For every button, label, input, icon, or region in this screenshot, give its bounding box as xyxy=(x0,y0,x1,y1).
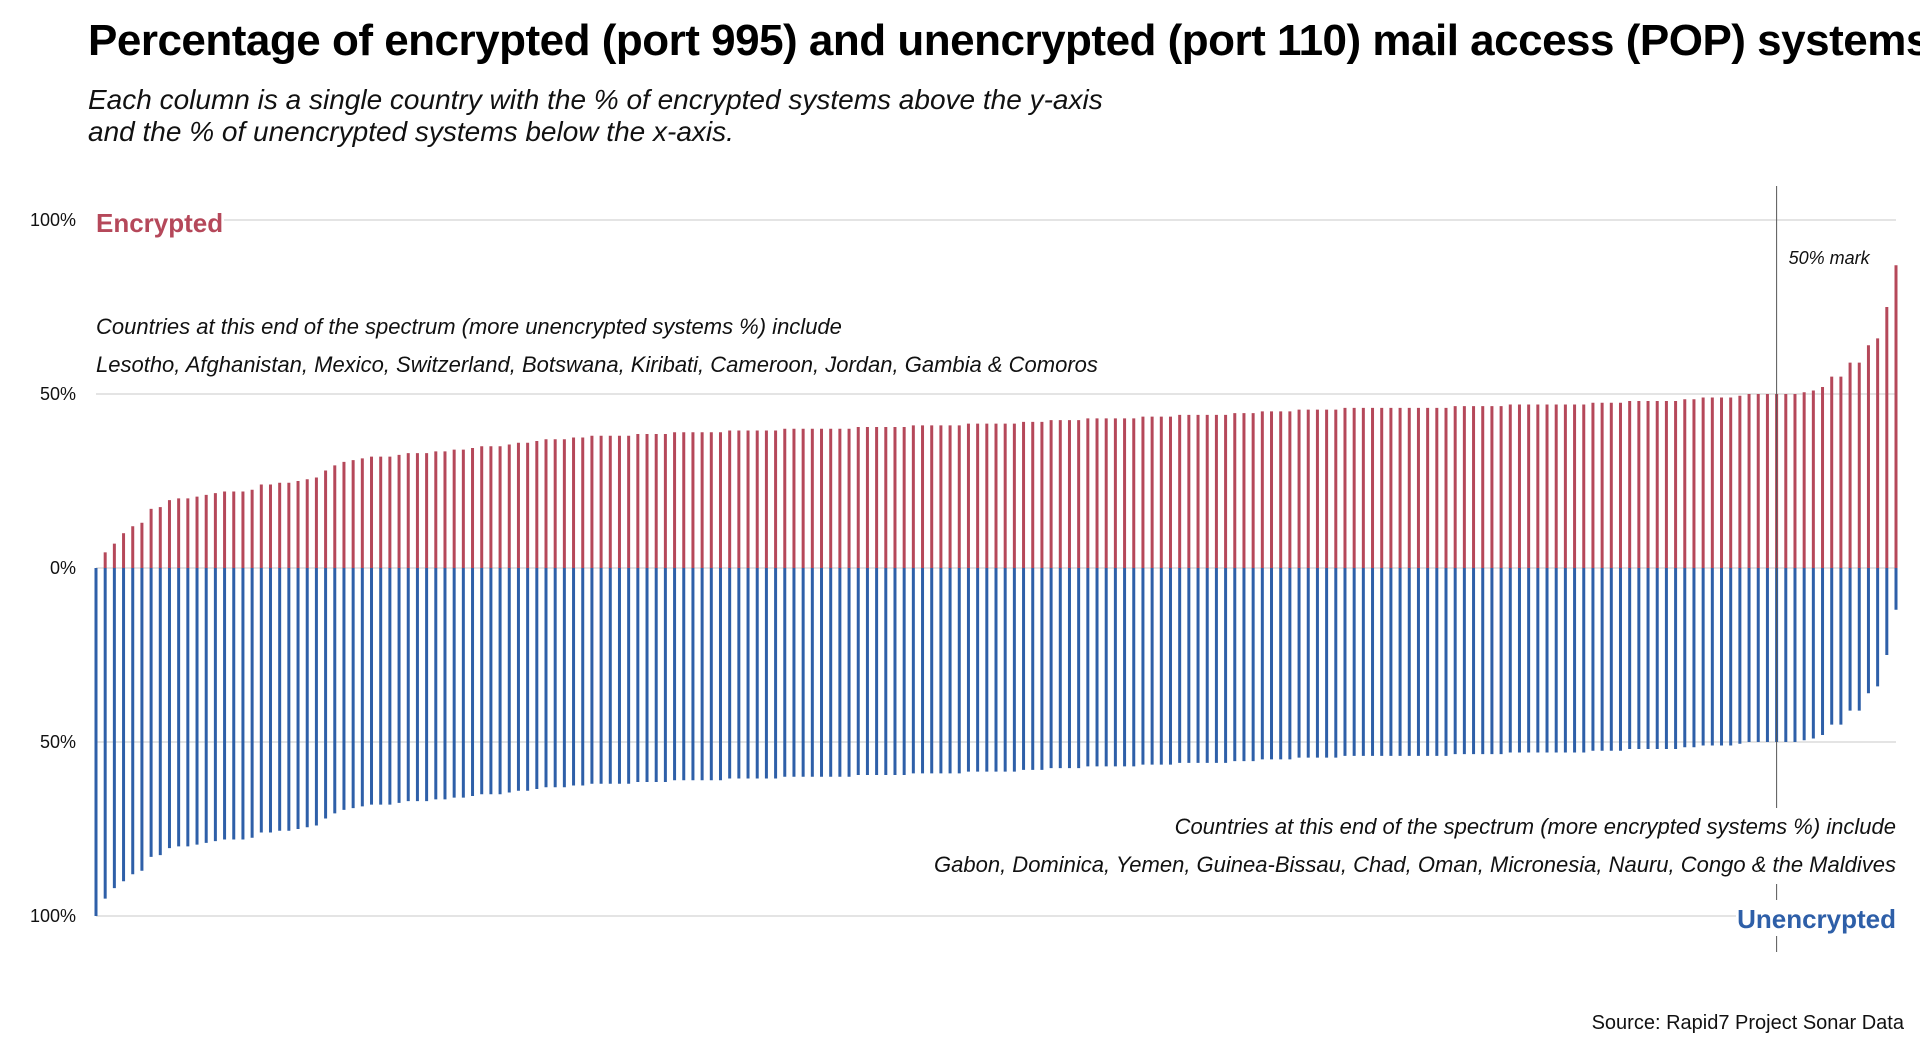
chart-subtitle: Each column is a single country with the… xyxy=(88,84,1103,148)
y-tick-label: 50% xyxy=(40,384,76,404)
right-annotation-bg xyxy=(928,808,1896,884)
left-annotation-line-2: Lesotho, Afghanistan, Mexico, Switzerlan… xyxy=(96,352,1098,377)
bars xyxy=(94,265,1898,916)
y-tick-label: 100% xyxy=(30,906,76,926)
left-annotation-line-1: Countries at this end of the spectrum (m… xyxy=(96,314,842,339)
fifty-percent-mark-label: 50% mark xyxy=(1789,248,1871,268)
right-annotation-line-1: Countries at this end of the spectrum (m… xyxy=(1175,814,1896,839)
right-annotation-line-2: Gabon, Dominica, Yemen, Guinea-Bissau, C… xyxy=(934,852,1896,877)
subtitle-line-2: and the % of unencrypted systems below t… xyxy=(88,116,734,147)
y-tick-label: 100% xyxy=(30,210,76,230)
y-tick-label: 0% xyxy=(50,558,76,578)
encrypted-label: Encrypted xyxy=(96,208,223,238)
encrypted-label-bg xyxy=(88,204,224,240)
source-note: Source: Rapid7 Project Sonar Data xyxy=(1591,1012,1904,1034)
chart-title: Percentage of encrypted (port 995) and u… xyxy=(88,16,1920,65)
y-tick-label: 50% xyxy=(40,732,76,752)
unencrypted-label: Unencrypted xyxy=(1737,904,1896,934)
subtitle-line-1: Each column is a single country with the… xyxy=(88,84,1103,115)
unencrypted-label-bg xyxy=(1736,900,1912,936)
y-axis-ticks: 100% 50% 0% 50% 100% xyxy=(30,210,76,926)
